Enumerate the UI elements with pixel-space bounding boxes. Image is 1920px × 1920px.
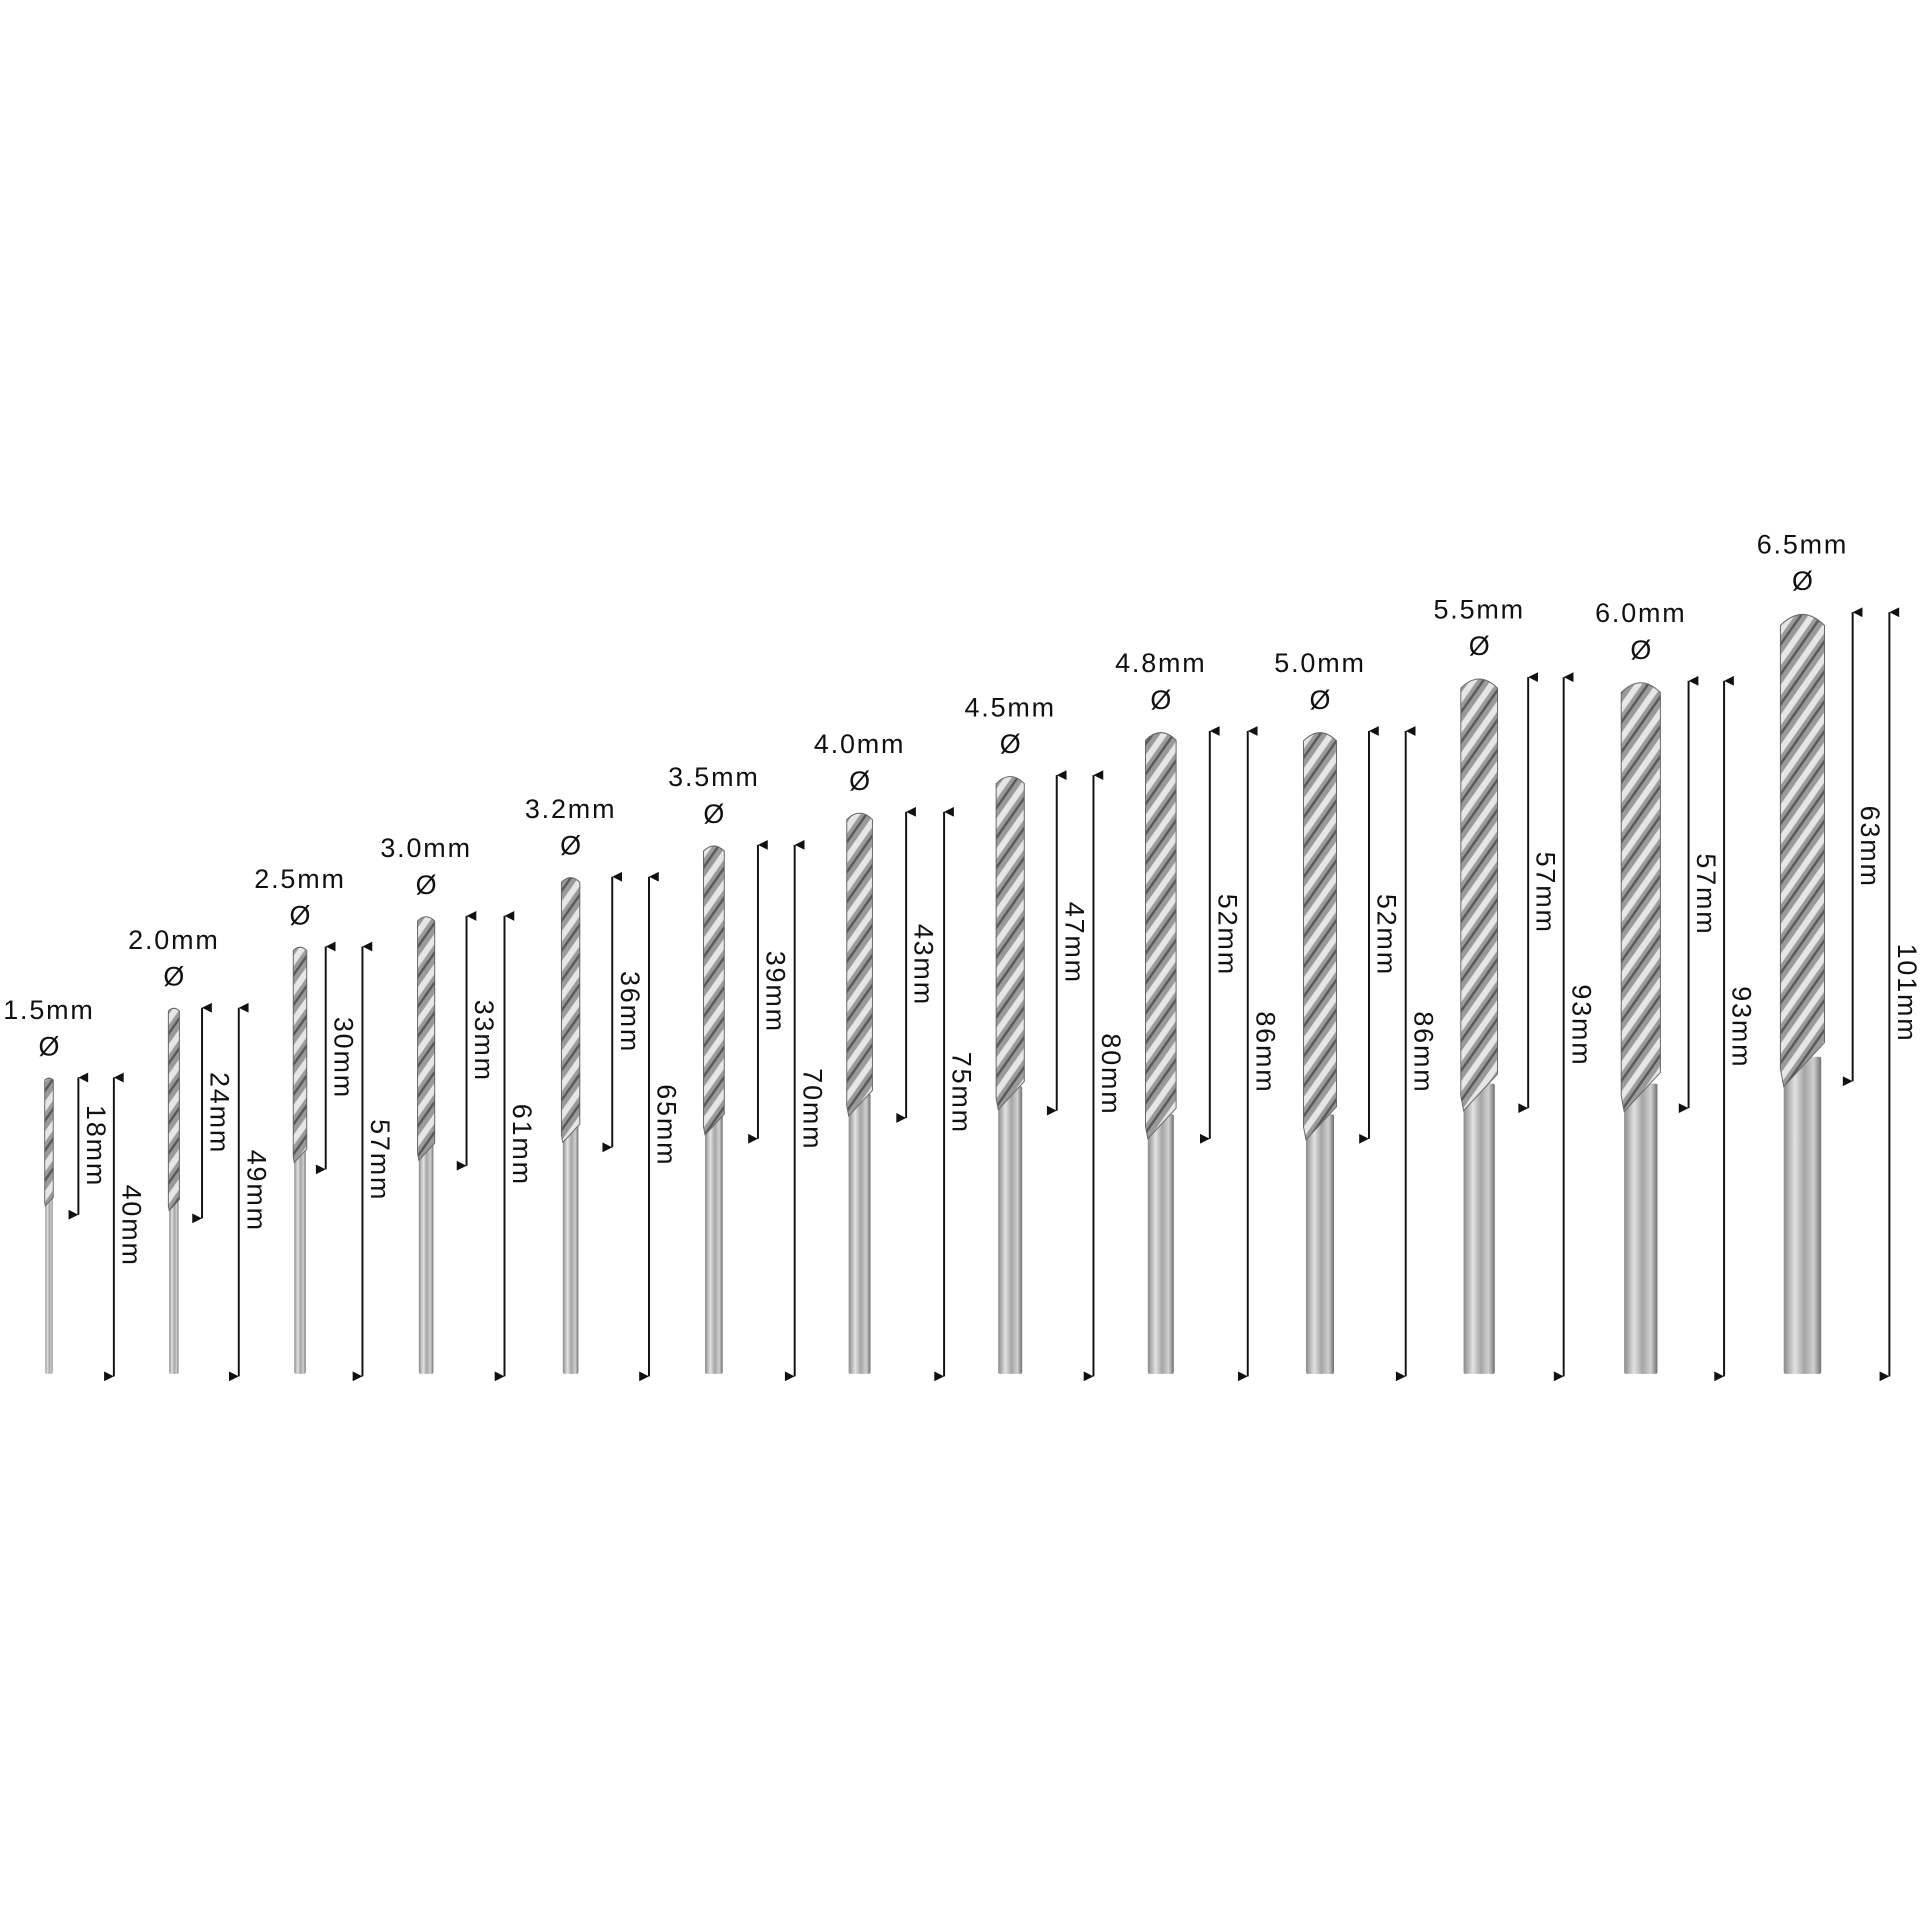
drill-bit-4.5mm: 4.5mm Ø 47mm 80mm: [964, 692, 1126, 1382]
flute-length-label: 43mm: [909, 924, 939, 1006]
drill-shank: [294, 1144, 306, 1374]
drill-shank: [418, 1141, 434, 1374]
diameter-label: 3.2mm: [525, 794, 616, 824]
drill-flute: [292, 946, 308, 1164]
flute-length-label: 30mm: [328, 1017, 358, 1099]
drill-shank: [45, 1190, 53, 1374]
drill-bit-6.5mm: 6.5mm Ø 63mm 101mm: [1757, 529, 1920, 1382]
drill-flute: [1460, 678, 1499, 1112]
drill-shank: [1305, 1114, 1335, 1374]
flute-length-label: 57mm: [1531, 852, 1561, 934]
overall-length-label: 86mm: [1250, 1011, 1280, 1093]
overall-length-label: 49mm: [241, 1150, 271, 1232]
drill-bit-6.0mm: 6.0mm Ø 57mm 93mm: [1595, 598, 1757, 1382]
flute-length-label: 33mm: [469, 1000, 499, 1082]
diameter-symbol: Ø: [560, 831, 581, 861]
diameter-label: 5.0mm: [1274, 648, 1365, 678]
drill-shank: [1463, 1083, 1495, 1374]
drill-flute: [702, 845, 725, 1136]
drill-shank: [848, 1093, 871, 1374]
drill-shank: [169, 1193, 179, 1374]
drill-bit-4.0mm: 4.0mm Ø 43mm 75mm: [814, 729, 977, 1382]
drill-flute: [44, 1077, 54, 1207]
drill-flute: [1779, 613, 1825, 1088]
diameter-symbol: Ø: [703, 799, 724, 829]
flute-length-label: 47mm: [1059, 902, 1089, 984]
diameter-label: 2.5mm: [254, 864, 345, 894]
diameter-symbol: Ø: [39, 1032, 60, 1062]
diameter-symbol: Ø: [849, 766, 870, 796]
drill-shank: [705, 1114, 723, 1374]
drill-flute: [417, 916, 436, 1162]
diameter-label: 4.0mm: [814, 729, 905, 759]
drill-flute: [1145, 732, 1177, 1140]
overall-length-label: 80mm: [1096, 1033, 1126, 1115]
drill-flute: [846, 812, 873, 1118]
drill-bit-5.5mm: 5.5mm Ø 57mm 93mm: [1433, 594, 1596, 1382]
diameter-symbol: Ø: [1150, 685, 1171, 715]
drill-flute: [560, 877, 581, 1144]
diameter-label: 1.5mm: [3, 995, 94, 1025]
flute-length-label: 52mm: [1212, 894, 1242, 976]
overall-length-label: 57mm: [365, 1119, 395, 1201]
drill-shank: [1147, 1114, 1174, 1374]
flute-length-label: 36mm: [615, 971, 645, 1053]
overall-length-label: 86mm: [1408, 1011, 1438, 1093]
diameter-label: 4.8mm: [1115, 648, 1206, 678]
diameter-symbol: Ø: [163, 962, 184, 992]
diameter-label: 3.5mm: [668, 762, 759, 792]
drill-bit-group: 1.5mmØ18mm40mm2.0mmØ24mm49mm2.5mmØ30mm57…: [3, 529, 1920, 1382]
drill-shank: [1624, 1083, 1658, 1374]
drill-bit-4.8mm: 4.8mm Ø 52mm 86mm: [1115, 648, 1280, 1382]
flute-length-label: 18mm: [81, 1105, 111, 1187]
drill-flute: [167, 1007, 180, 1212]
drill-shank: [562, 1122, 579, 1374]
overall-length-label: 70mm: [797, 1068, 827, 1150]
flute-length-label: 24mm: [205, 1072, 235, 1154]
diameter-label: 6.0mm: [1595, 598, 1686, 628]
diameter-label: 3.0mm: [380, 833, 471, 863]
diameter-symbol: Ø: [290, 900, 311, 930]
drill-flute: [1302, 732, 1338, 1141]
overall-length-label: 40mm: [116, 1185, 146, 1267]
diameter-label: 4.5mm: [964, 692, 1055, 722]
overall-length-label: 93mm: [1566, 984, 1596, 1066]
diameter-label: 5.5mm: [1433, 594, 1524, 624]
drill-bit-3.5mm: 3.5mm Ø 39mm 70mm: [668, 762, 827, 1382]
diameter-symbol: Ø: [1630, 635, 1651, 665]
overall-length-label: 101mm: [1892, 944, 1920, 1043]
drill-flute: [995, 776, 1025, 1111]
drill-bit-5.0mm: 5.0mm Ø 52mm 86mm: [1274, 648, 1438, 1382]
diameter-symbol: Ø: [416, 870, 437, 900]
diameter-symbol: Ø: [1469, 631, 1490, 661]
flute-length-label: 57mm: [1691, 853, 1721, 935]
overall-length-label: 65mm: [652, 1084, 682, 1166]
diameter-symbol: Ø: [1310, 685, 1331, 715]
diameter-label: 2.0mm: [128, 925, 219, 955]
diameter-symbol: Ø: [1000, 729, 1021, 759]
drill-bit-3.0mm: 3.0mm Ø 33mm 61mm: [380, 833, 537, 1382]
overall-length-label: 61mm: [507, 1104, 537, 1186]
drill-shank: [1783, 1056, 1822, 1374]
flute-length-label: 39mm: [761, 951, 791, 1033]
flute-length-label: 63mm: [1855, 806, 1885, 888]
drill-flute: [1620, 682, 1661, 1113]
overall-length-label: 75mm: [947, 1052, 977, 1134]
drill-bit-3.2mm: 3.2mm Ø 36mm 65mm: [525, 794, 682, 1382]
overall-length-label: 93mm: [1727, 986, 1757, 1068]
diameter-label: 6.5mm: [1757, 529, 1848, 559]
flute-length-label: 52mm: [1372, 894, 1402, 976]
diameter-symbol: Ø: [1792, 566, 1813, 596]
drill-shank: [998, 1086, 1023, 1374]
